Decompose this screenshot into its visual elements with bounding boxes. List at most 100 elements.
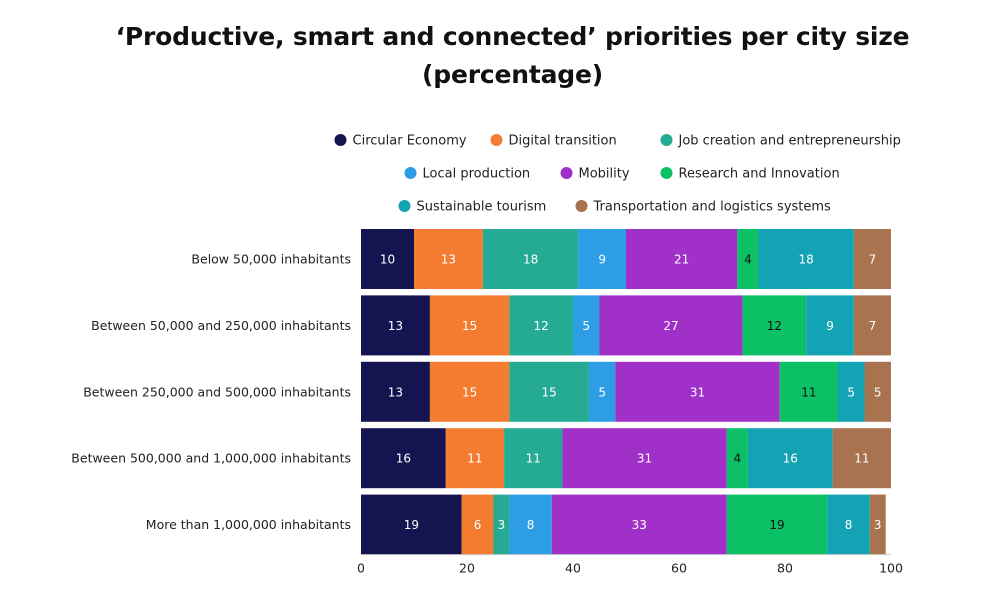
bar-segment-between-250-000-and-500-000-inhabitants-mobility bbox=[615, 361, 780, 422]
chart-legend: Circular Economy Digital transition Job cr… bbox=[334, 134, 901, 215]
legend-swatch-digital-transition bbox=[490, 134, 503, 146]
category-label-between-500-000-and-1-000-000-inhabitants: Between 500,000 and 1,000,000 inhabitant… bbox=[71, 451, 351, 466]
bar-segment-between-250-000-and-500-000-inhabitants-circular-economy bbox=[361, 361, 430, 422]
bar-segment-between-500-000-and-1-000-000-inhabitants-research-and-innovation bbox=[726, 428, 748, 489]
bar-segment-more-than-1-000-000-inhabitants-circular-economy bbox=[361, 494, 462, 555]
bar-segment-more-than-1-000-000-inhabitants-sustainable-tourism bbox=[827, 494, 870, 555]
legend-swatch-sustainable-tourism bbox=[398, 200, 411, 212]
bar-row-between-500-000-and-1-000-000-inhabitants: 16 11 11 31 4 16 11 bbox=[361, 428, 891, 489]
bar-segment-between-500-000-and-1-000-000-inhabitants-mobility bbox=[562, 428, 727, 489]
data-label-between-500-000-and-1-000-000-inhabitants-research-and-innovation: 4 bbox=[733, 452, 741, 466]
bar-segment-more-than-1-000-000-inhabitants-digital-transition bbox=[461, 494, 494, 555]
legend-label-local-production: Local production bbox=[423, 167, 531, 182]
category-label-between-50-000-and-250-000-inhabitants: Between 50,000 and 250,000 inhabitants bbox=[91, 318, 351, 333]
legend-swatch-transportation-and-logistics-systems bbox=[575, 200, 588, 212]
bar-segment-between-250-000-and-500-000-inhabitants-local-production bbox=[588, 361, 616, 422]
data-label-between-250-000-and-500-000-inhabitants-research-and-innovation: 11 bbox=[801, 385, 816, 399]
legend-label-job-creation-and-entrepreneurship: Job creation and entrepreneurship bbox=[678, 134, 901, 149]
data-label-between-500-000-and-1-000-000-inhabitants-mobility: 31 bbox=[637, 452, 652, 466]
data-label-between-250-000-and-500-000-inhabitants-job-creation-and-entrepreneurship: 15 bbox=[542, 385, 557, 399]
data-label-between-250-000-and-500-000-inhabitants-mobility: 31 bbox=[690, 385, 705, 399]
data-label-more-than-1-000-000-inhabitants-job-creation-and-entrepreneurship: 3 bbox=[498, 518, 506, 532]
data-label-between-250-000-and-500-000-inhabitants-digital-transition: 15 bbox=[462, 385, 477, 399]
bar-row-more-than-1-000-000-inhabitants: 19 6 3 8 33 19 8 3 bbox=[361, 494, 886, 555]
bar-segment-below-50-000-inhabitants-digital-transition bbox=[414, 229, 483, 289]
legend-item-circular-economy: Circular Economy bbox=[334, 134, 467, 149]
legend-item-job-creation-and-entrepreneurship: Job creation and entrepreneurship bbox=[660, 134, 901, 149]
data-label-between-50-000-and-250-000-inhabitants-circular-economy: 13 bbox=[388, 319, 403, 333]
legend-swatch-job-creation-and-entrepreneurship bbox=[660, 134, 673, 146]
legend-label-sustainable-tourism: Sustainable tourism bbox=[417, 200, 547, 215]
data-label-between-250-000-and-500-000-inhabitants-local-production: 5 bbox=[598, 385, 606, 399]
legend-label-research-and-innovation: Research and Innovation bbox=[679, 167, 840, 182]
bar-segment-more-than-1-000-000-inhabitants-research-and-innovation bbox=[726, 494, 828, 555]
legend-item-transportation-and-logistics-systems: Transportation and logistics systems bbox=[575, 200, 831, 215]
data-label-between-50-000-and-250-000-inhabitants-local-production: 5 bbox=[582, 319, 590, 333]
bar-segment-more-than-1-000-000-inhabitants-transportation-and-logistics-systems bbox=[869, 494, 886, 555]
x-tick-label-0: 0 bbox=[357, 561, 365, 576]
data-label-more-than-1-000-000-inhabitants-local-production: 8 bbox=[527, 518, 535, 532]
bar-segment-more-than-1-000-000-inhabitants-job-creation-and-entrepreneurship bbox=[493, 494, 510, 555]
data-label-below-50-000-inhabitants-circular-economy: 10 bbox=[380, 253, 395, 267]
legend-item-sustainable-tourism: Sustainable tourism bbox=[398, 200, 547, 215]
bar-segment-below-50-000-inhabitants-sustainable-tourism bbox=[758, 229, 854, 289]
bar-segment-between-250-000-and-500-000-inhabitants-digital-transition bbox=[429, 361, 510, 422]
legend-swatch-mobility bbox=[560, 167, 573, 179]
bar-segment-below-50-000-inhabitants-local-production bbox=[578, 229, 626, 289]
bar-segment-below-50-000-inhabitants-mobility bbox=[626, 229, 738, 289]
x-tick-label-60: 60 bbox=[671, 561, 687, 576]
data-label-below-50-000-inhabitants-mobility: 21 bbox=[674, 253, 689, 267]
data-label-more-than-1-000-000-inhabitants-circular-economy: 19 bbox=[404, 518, 419, 532]
bar-segment-between-500-000-and-1-000-000-inhabitants-sustainable-tourism bbox=[747, 428, 833, 489]
data-label-between-250-000-and-500-000-inhabitants-transportation-and-logistics-systems: 5 bbox=[874, 385, 882, 399]
value-axis: 0 20 40 60 80 100 bbox=[357, 554, 903, 576]
bar-segment-between-50-000-and-250-000-inhabitants-job-creation-and-entrepreneurship bbox=[509, 295, 573, 356]
legend-label-digital-transition: Digital transition bbox=[509, 134, 617, 149]
bar-row-between-250-000-and-500-000-inhabitants: 13 15 15 5 31 11 5 5 bbox=[361, 361, 891, 422]
bar-segment-between-50-000-and-250-000-inhabitants-digital-transition bbox=[429, 295, 510, 356]
legend-item-research-and-innovation: Research and Innovation bbox=[660, 167, 840, 182]
bar-segment-below-50-000-inhabitants-job-creation-and-entrepreneurship bbox=[482, 229, 579, 289]
x-tick-label-20: 20 bbox=[459, 561, 475, 576]
data-label-more-than-1-000-000-inhabitants-sustainable-tourism: 8 bbox=[845, 518, 853, 532]
bar-segment-between-500-000-and-1-000-000-inhabitants-circular-economy bbox=[361, 428, 446, 489]
bar-row-below-50-000-inhabitants: 10 13 18 9 21 4 18 7 bbox=[361, 229, 891, 289]
legend-swatch-circular-economy bbox=[334, 134, 347, 146]
bar-segment-more-than-1-000-000-inhabitants-mobility bbox=[551, 494, 727, 555]
bar-segment-below-50-000-inhabitants-circular-economy bbox=[361, 229, 414, 289]
bar-segment-between-500-000-and-1-000-000-inhabitants-transportation-and-logistics-systems bbox=[832, 428, 891, 489]
bar-segment-between-50-000-and-250-000-inhabitants-transportation-and-logistics-systems bbox=[853, 295, 891, 356]
data-label-below-50-000-inhabitants-job-creation-and-entrepreneurship: 18 bbox=[523, 253, 538, 267]
bar-row-between-50-000-and-250-000-inhabitants: 13 15 12 5 27 12 9 7 bbox=[361, 295, 891, 356]
bar-segment-below-50-000-inhabitants-transportation-and-logistics-systems bbox=[853, 229, 891, 289]
chart-title-line1: ‘Productive, smart and connected’ priori… bbox=[115, 22, 910, 51]
legend-label-circular-economy: Circular Economy bbox=[353, 134, 467, 149]
chart-title-line2: (percentage) bbox=[422, 60, 603, 89]
legend-item-digital-transition: Digital transition bbox=[490, 134, 617, 149]
chart-title: ‘Productive, smart and connected’ priori… bbox=[0, 18, 1000, 94]
data-label-below-50-000-inhabitants-sustainable-tourism: 18 bbox=[799, 253, 814, 267]
chart-bars: 10 13 18 9 21 4 18 713 15 12 5 27 12 9 713 15 15 5 31 11 5 51… bbox=[361, 229, 891, 555]
data-label-between-500-000-and-1-000-000-inhabitants-job-creation-and-entrepreneurship: 11 bbox=[526, 452, 541, 466]
data-label-more-than-1-000-000-inhabitants-research-and-innovation: 19 bbox=[769, 518, 784, 532]
category-label-below-50-000-inhabitants: Below 50,000 inhabitants bbox=[191, 252, 351, 267]
data-label-between-50-000-and-250-000-inhabitants-research-and-innovation: 12 bbox=[767, 319, 782, 333]
data-label-more-than-1-000-000-inhabitants-transportation-and-logistics-systems: 3 bbox=[874, 518, 882, 532]
data-label-below-50-000-inhabitants-transportation-and-logistics-systems: 7 bbox=[869, 253, 877, 267]
bar-segment-between-50-000-and-250-000-inhabitants-research-and-innovation bbox=[742, 295, 807, 356]
bar-segment-between-50-000-and-250-000-inhabitants-local-production bbox=[573, 295, 600, 356]
category-label-more-than-1-000-000-inhabitants: More than 1,000,000 inhabitants bbox=[146, 517, 351, 532]
data-label-below-50-000-inhabitants-local-production: 9 bbox=[598, 253, 606, 267]
data-label-between-500-000-and-1-000-000-inhabitants-sustainable-tourism: 16 bbox=[783, 452, 798, 466]
bar-segment-more-than-1-000-000-inhabitants-local-production bbox=[509, 494, 552, 555]
data-label-below-50-000-inhabitants-research-and-innovation: 4 bbox=[744, 253, 752, 267]
bar-segment-between-250-000-and-500-000-inhabitants-research-and-innovation bbox=[779, 361, 838, 422]
bar-segment-between-500-000-and-1-000-000-inhabitants-digital-transition bbox=[445, 428, 505, 489]
bar-segment-between-50-000-and-250-000-inhabitants-sustainable-tourism bbox=[806, 295, 854, 356]
data-label-below-50-000-inhabitants-digital-transition: 13 bbox=[441, 253, 456, 267]
bar-segment-between-250-000-and-500-000-inhabitants-sustainable-tourism bbox=[838, 361, 865, 422]
x-tick-label-100: 100 bbox=[879, 561, 903, 576]
legend-swatch-research-and-innovation bbox=[660, 167, 673, 179]
data-label-between-50-000-and-250-000-inhabitants-digital-transition: 15 bbox=[462, 319, 477, 333]
